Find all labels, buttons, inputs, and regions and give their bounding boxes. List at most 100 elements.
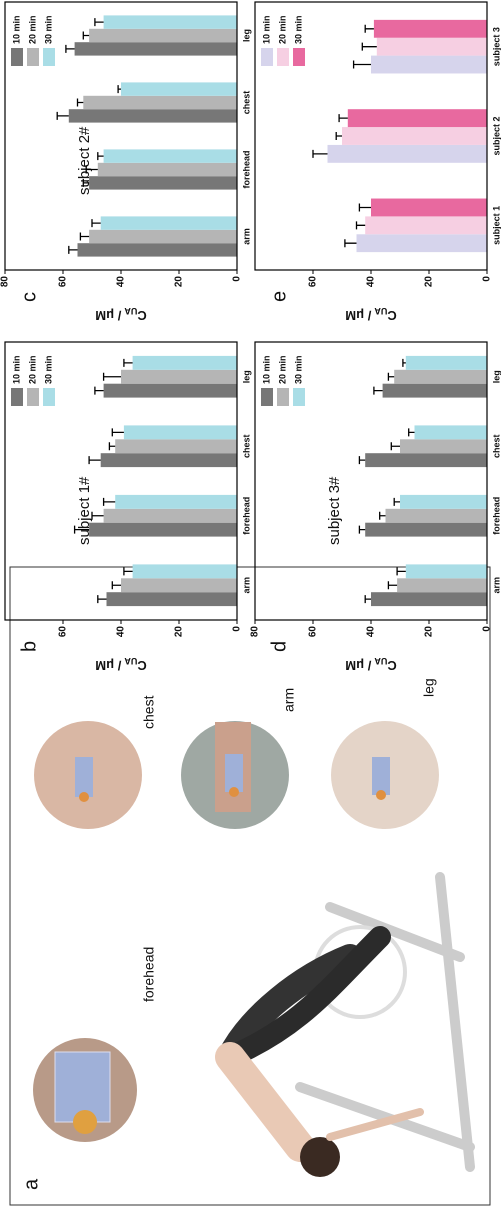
subtitle: subject 3# [326, 476, 343, 545]
cyclist-illustration [230, 877, 470, 1177]
error-bar [104, 373, 121, 381]
error-bar [112, 428, 124, 436]
y-tick-label: 40 [366, 626, 377, 638]
bar [400, 439, 487, 453]
error-bar [89, 456, 101, 464]
error-bar [394, 498, 400, 506]
figure: a forehead chest arm leg b CUA/ μM 0 20 40 60… [0, 0, 501, 1207]
bar [348, 109, 487, 127]
bar [377, 38, 487, 56]
bar [371, 592, 487, 606]
y-tick-label: 60 [58, 276, 69, 288]
bar [98, 163, 237, 176]
error-bar [92, 219, 101, 227]
bar [104, 15, 237, 28]
y-tick-label: 0 [482, 626, 493, 632]
x-tick-label: forehead [241, 497, 251, 535]
legend-label: 10 min [11, 15, 21, 44]
x-tick-label: leg [241, 29, 251, 42]
error-bar [336, 132, 342, 140]
bar [357, 234, 488, 252]
x-tick-label: chest [241, 434, 251, 458]
bar [397, 578, 487, 592]
x-tick-label: arm [241, 228, 251, 245]
panel-label: d [268, 641, 290, 652]
legend-swatch [293, 388, 305, 406]
bar [115, 439, 237, 453]
legend-label: 30 min [43, 15, 53, 44]
y-axis-label: CUA/ μM [345, 656, 396, 673]
error-bar [98, 152, 104, 160]
panel-label: e [268, 291, 290, 302]
error-bar [357, 221, 366, 229]
bar [121, 578, 237, 592]
bar [365, 523, 487, 537]
error-bar [380, 512, 386, 520]
photo-forehead [33, 1038, 137, 1142]
error-bar [354, 61, 371, 69]
bar [124, 425, 237, 439]
error-bar [57, 112, 69, 120]
panel-label: b [18, 641, 40, 652]
bar [342, 127, 487, 145]
error-bar [339, 114, 348, 122]
error-bar [95, 18, 104, 26]
x-tick-label: arm [241, 577, 251, 594]
bar [83, 96, 237, 109]
error-bar [104, 498, 116, 506]
legend-swatch [27, 388, 39, 406]
error-bar [345, 239, 357, 247]
legend-swatch [261, 388, 273, 406]
y-axis-label: CUA/ μM [95, 656, 146, 673]
bar [394, 370, 487, 384]
legend-label: 20 min [27, 355, 37, 384]
y-label-subscript: UA [124, 306, 137, 316]
error-bar [112, 581, 121, 589]
bar [415, 425, 488, 439]
bar [104, 149, 237, 162]
y-label-unit: / μM [95, 308, 121, 323]
error-bar [391, 442, 400, 450]
y-tick-label: 60 [308, 626, 319, 638]
legend-label: 10 min [261, 15, 271, 44]
bar [400, 495, 487, 509]
legend-label: 20 min [27, 15, 37, 44]
photo-chest [34, 721, 142, 829]
legend-swatch [277, 48, 289, 66]
bar [371, 56, 487, 74]
legend-swatch [261, 48, 273, 66]
y-tick-label: 20 [174, 626, 185, 638]
x-tick-label: leg [491, 370, 501, 383]
error-bar [83, 32, 89, 40]
bar [69, 109, 237, 122]
y-label-subscript: UA [374, 656, 387, 666]
error-bar [92, 512, 104, 520]
bar [121, 370, 237, 384]
y-tick-label: 60 [58, 626, 69, 638]
site-label: arm [281, 688, 297, 712]
y-tick-label: 0 [482, 276, 493, 282]
legend-swatch [27, 48, 39, 66]
error-bar [374, 387, 383, 395]
x-tick-label: arm [491, 577, 501, 594]
y-label-subscript: UA [124, 656, 137, 666]
bar [115, 495, 237, 509]
photo-leg [331, 721, 439, 829]
y-tick-label: 20 [174, 276, 185, 288]
bar [78, 243, 238, 256]
error-bar [109, 442, 115, 450]
bar [101, 216, 237, 229]
site-label: leg [421, 678, 437, 697]
error-bar [80, 233, 89, 241]
panel-label: c [18, 292, 40, 302]
site-label: forehead [141, 947, 157, 1002]
error-bar [78, 99, 84, 107]
page: a forehead chest arm leg b CUA/ μM 0 20 40 60… [0, 0, 501, 1207]
bar [75, 42, 237, 55]
y-tick-label: 20 [424, 626, 435, 638]
x-tick-label: subject 1 [491, 206, 501, 245]
bar [406, 356, 487, 370]
error-bar [313, 150, 328, 158]
panel-label: a [20, 1178, 42, 1190]
y-tick-label: 0 [232, 276, 243, 282]
